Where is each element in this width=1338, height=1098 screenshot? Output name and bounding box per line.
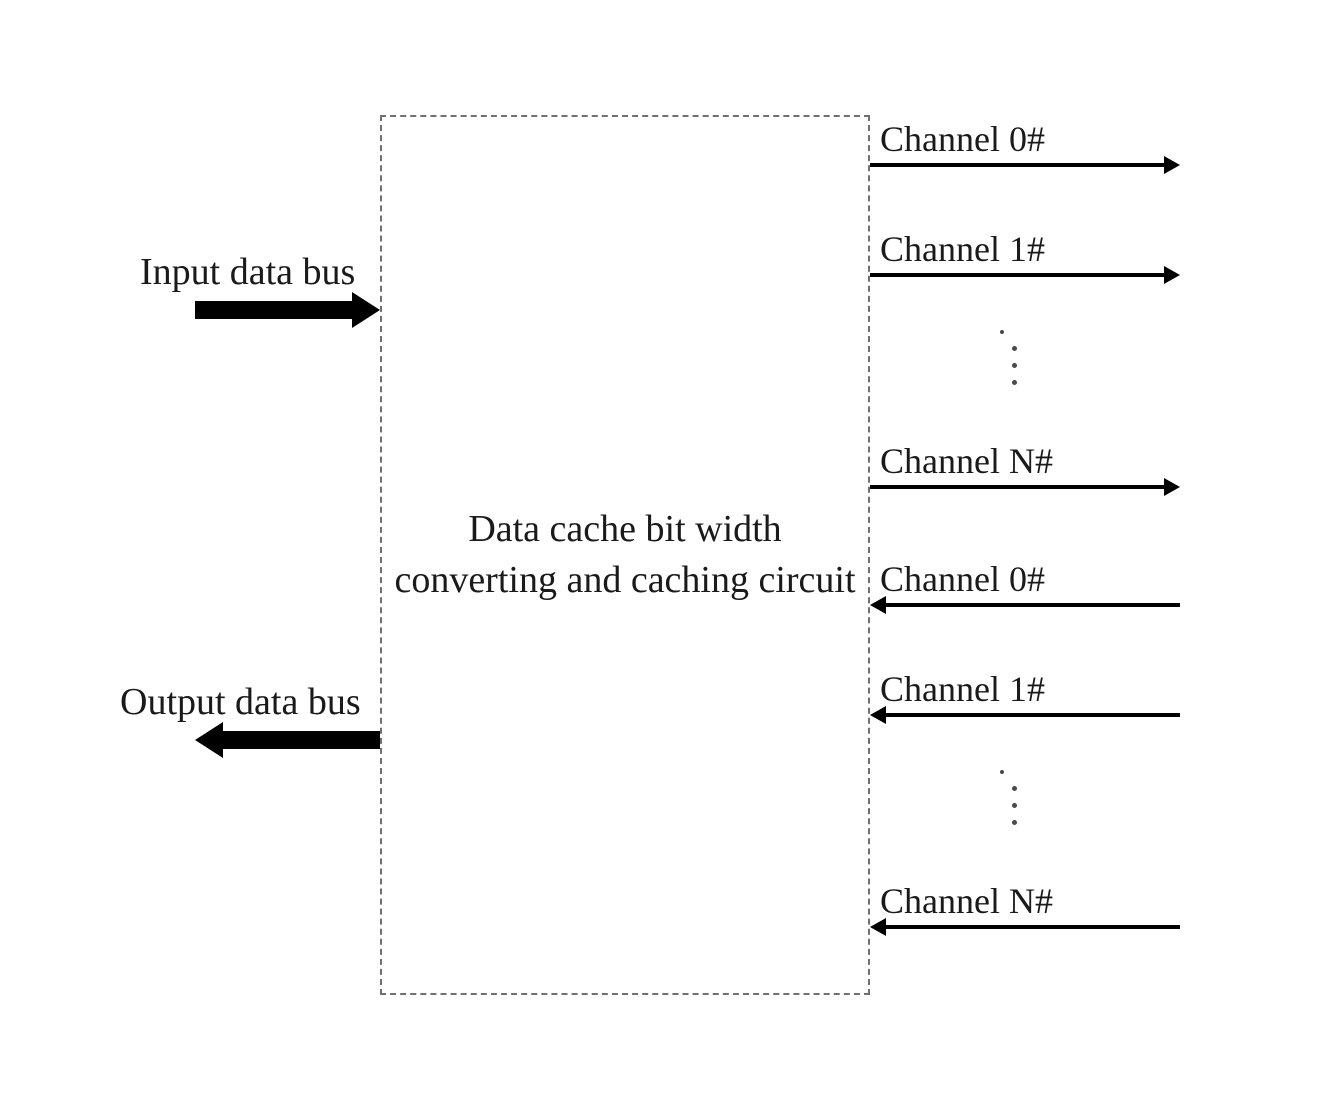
output-bus-arrow (195, 722, 380, 758)
channel-in-0-arrow (870, 596, 1180, 614)
channel-out-n-label: Channel N# (880, 440, 1053, 482)
ellipsis-top (1000, 330, 1028, 385)
main-block: Data cache bit width converting and cach… (380, 115, 870, 995)
input-bus-label: Input data bus (140, 250, 355, 294)
channel-out-0-label: Channel 0# (880, 118, 1045, 160)
channel-in-1-label: Channel 1# (880, 668, 1045, 710)
output-bus-label: Output data bus (120, 680, 361, 724)
channel-out-1-arrow (870, 266, 1180, 284)
main-block-label: Data cache bit width converting and cach… (392, 504, 858, 607)
diagram-canvas: Data cache bit width converting and cach… (0, 0, 1338, 1098)
ellipsis-bottom (1000, 770, 1028, 825)
input-bus-arrow (195, 292, 380, 328)
channel-out-1-label: Channel 1# (880, 228, 1045, 270)
channel-out-n-arrow (870, 478, 1180, 496)
channel-in-0-label: Channel 0# (880, 558, 1045, 600)
channel-in-n-arrow (870, 918, 1180, 936)
channel-in-1-arrow (870, 706, 1180, 724)
channel-out-0-arrow (870, 156, 1180, 174)
channel-in-n-label: Channel N# (880, 880, 1053, 922)
